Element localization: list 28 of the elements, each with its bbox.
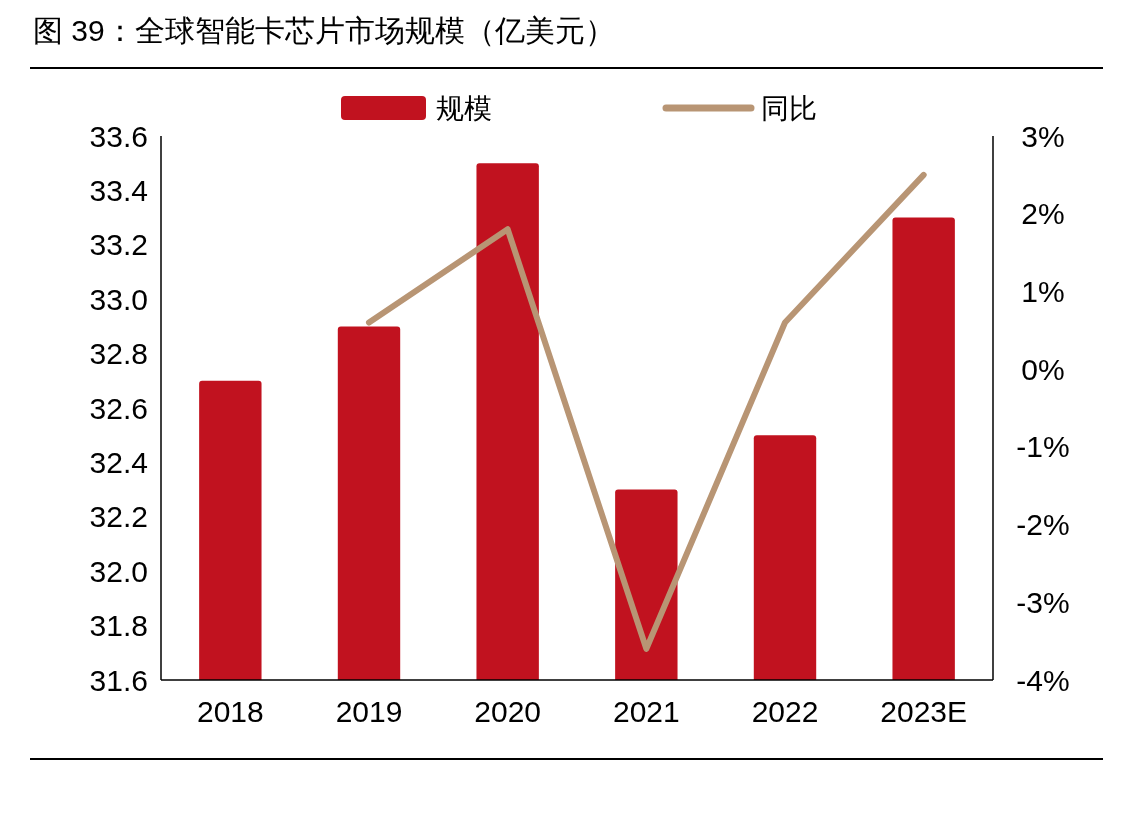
y-tick-label: 33.4 xyxy=(89,173,148,207)
y2-tick-label: -1% xyxy=(1016,430,1070,464)
y2-tick-label: 1% xyxy=(1021,274,1065,308)
y-tick-label: 32.8 xyxy=(89,337,148,371)
y-tick-label: 32.6 xyxy=(89,391,148,425)
y2-tick-label: 0% xyxy=(1021,352,1065,386)
y2-tick-label: -3% xyxy=(1016,585,1070,619)
y2-tick-label: 2% xyxy=(1021,197,1065,231)
x-tick-label: 2019 xyxy=(335,695,403,728)
y-tick-label: 33.0 xyxy=(89,282,148,316)
y-tick-label: 32.2 xyxy=(89,500,148,534)
y-tick-label: 33.2 xyxy=(89,228,148,262)
x-tick-label: 2023E xyxy=(880,695,968,728)
x-tick-label: 2020 xyxy=(474,695,542,728)
legend-label: 同比 xyxy=(761,92,817,124)
legend-label: 规模 xyxy=(436,92,492,124)
x-tick-label: 2022 xyxy=(751,695,819,728)
y-tick-label: 31.8 xyxy=(89,609,148,643)
y2-tick-label: 3% xyxy=(1021,119,1065,153)
y2-tick-label: -2% xyxy=(1016,508,1070,542)
y-tick-label: 33.6 xyxy=(89,119,148,153)
chart-title: 图 39：全球智能卡芯片市场规模（亿美元） xyxy=(33,14,615,47)
y-tick-label: 32.0 xyxy=(89,554,148,588)
x-tick-label: 2021 xyxy=(612,695,680,728)
x-tick-label: 2018 xyxy=(196,695,264,728)
y-tick-label: 32.4 xyxy=(89,445,148,479)
y-tick-label: 31.6 xyxy=(89,663,148,697)
y2-tick-label: -4% xyxy=(1016,663,1070,697)
